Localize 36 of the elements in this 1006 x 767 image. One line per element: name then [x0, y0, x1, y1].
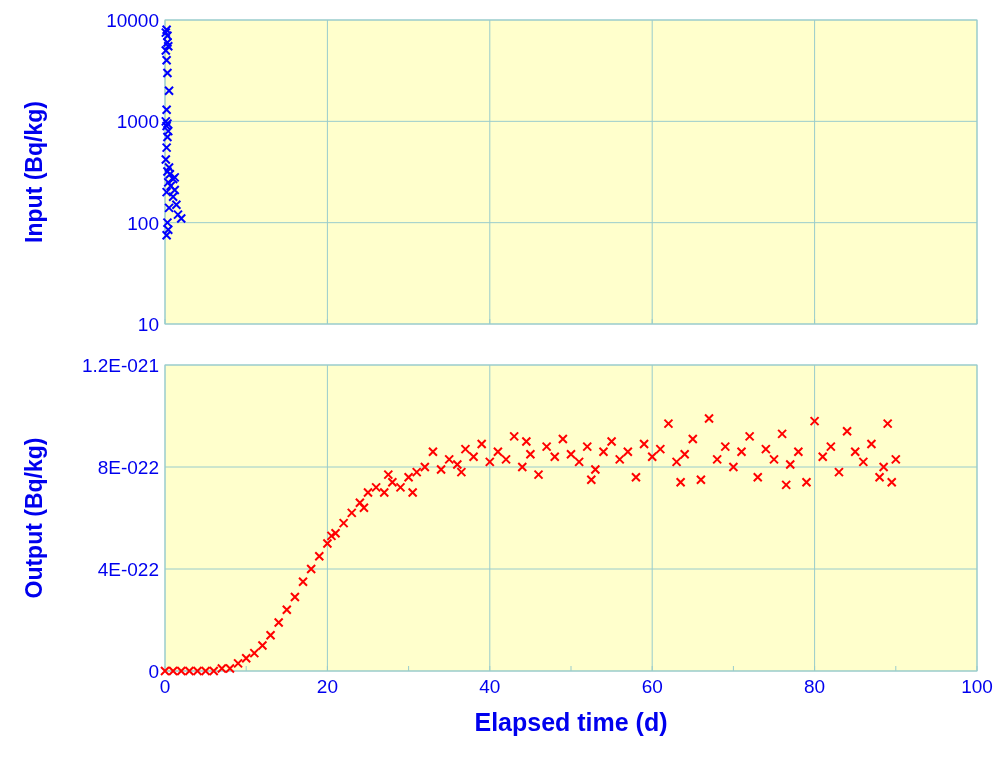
- y-tick-label: 8E-022: [97, 457, 159, 478]
- point: [162, 217, 173, 228]
- y-axis-title: Output (Bq/kg): [21, 437, 47, 599]
- point: [161, 142, 172, 153]
- y-tick-label: 10: [137, 314, 159, 335]
- y-tick-label: 0: [148, 661, 159, 682]
- x-tick-label: 40: [479, 676, 501, 697]
- point: [163, 126, 174, 137]
- point: [163, 41, 174, 52]
- point: [161, 230, 172, 241]
- x-tick-label: 100: [961, 676, 993, 697]
- point: [162, 132, 173, 143]
- x-tick-label: 80: [804, 676, 826, 697]
- x-tick-label: 60: [641, 676, 663, 697]
- point: [160, 154, 171, 165]
- x-axis-title: Elapsed time (d): [474, 708, 668, 736]
- y-axis-title: Input (Bq/kg): [21, 101, 47, 243]
- x-tick-label: 20: [316, 676, 338, 697]
- y-tick-label: 10000: [106, 10, 159, 31]
- y-tick-label: 1.2E-021: [81, 355, 159, 376]
- point: [161, 55, 172, 66]
- point: [163, 224, 174, 235]
- point: [161, 104, 172, 115]
- point: [162, 37, 173, 48]
- point: [162, 67, 173, 78]
- point: [164, 85, 175, 96]
- point: [163, 177, 174, 188]
- point: [160, 45, 171, 56]
- y-tick-label: 100: [127, 212, 159, 234]
- point: [168, 191, 179, 202]
- point: [164, 162, 175, 173]
- y-tick-label: 1000: [116, 111, 159, 133]
- point: [165, 181, 176, 192]
- point: [172, 209, 183, 220]
- point: [176, 213, 187, 224]
- y-tick-label: 4E-022: [97, 559, 159, 580]
